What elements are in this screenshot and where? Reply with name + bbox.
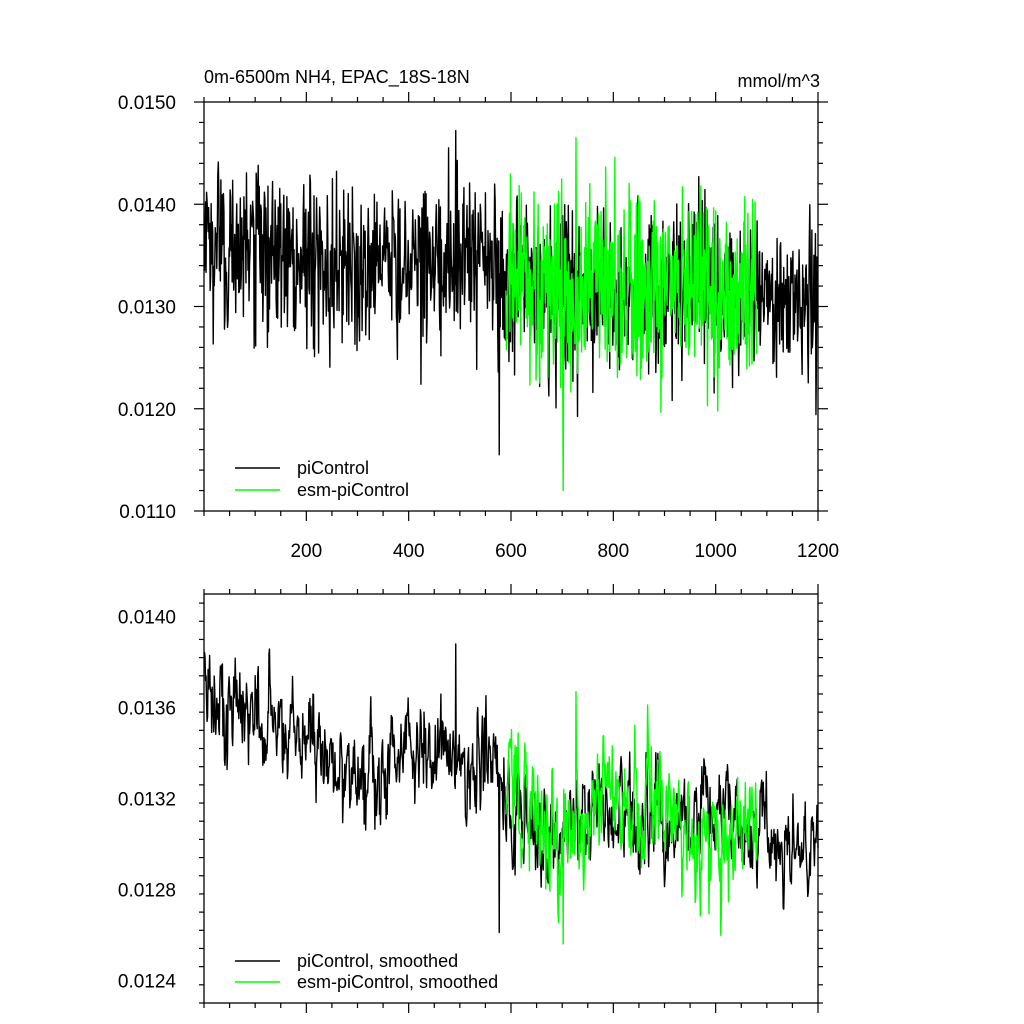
y-tick-label: 0.0120 [118,400,176,421]
y-tick-label: 0.0140 [118,195,176,216]
series-line-esm-picontrol [505,137,758,492]
top-series-lines [203,129,819,492]
x-tick-label: 800 [597,541,629,562]
top-panel: 0m-6500m NH4, EPAC_18S-18N mmol/m^3 200 4… [118,67,839,562]
bottom-axis-ticks: 0.0124 0.0128 0.0132 0.0136 0.0140 [118,584,823,1013]
x-tick-label: 1200 [797,541,839,562]
x-tick-label: 1000 [695,541,737,562]
top-axis-ticks: 200 400 600 800 1000 1200 0.0110 0.0120 0.0130 0.… [118,92,839,562]
series-line-esm-picontrol-smoothed [505,691,758,945]
y-tick-label: 0.0132 [118,790,176,811]
y-tick-label: 0.0136 [118,699,176,720]
y-tick-label: 0.0110 [119,502,176,523]
x-tick-label: 600 [495,541,527,562]
y-tick-label: 0.0140 [118,608,176,629]
x-tick-label: 200 [290,541,322,562]
x-tick-label: 400 [393,541,425,562]
bottom-panel: 0.0124 0.0128 0.0132 0.0136 0.0140 piControl… [118,584,823,1013]
bottom-legend: piControl, smoothed esm-piControl, smoot… [235,951,498,992]
legend-label-esm-picontrol-smoothed: esm-piControl, smoothed [297,972,498,992]
top-legend: piControl esm-piControl [235,458,409,500]
y-tick-label: 0.0150 [118,93,176,114]
bottom-series-lines [203,643,819,945]
legend-label-esm-picontrol: esm-piControl [297,480,409,500]
top-chart-units: mmol/m^3 [738,71,820,91]
top-chart-title: 0m-6500m NH4, EPAC_18S-18N [204,67,470,88]
legend-label-picontrol: piControl [297,458,369,478]
y-tick-label: 0.0128 [118,880,176,901]
y-tick-label: 0.0124 [118,971,177,992]
y-tick-label: 0.0130 [118,298,176,319]
legend-label-picontrol-smoothed: piControl, smoothed [297,951,458,971]
series-line-picontrol-smoothed [203,643,819,934]
series-line-picontrol [203,129,819,456]
